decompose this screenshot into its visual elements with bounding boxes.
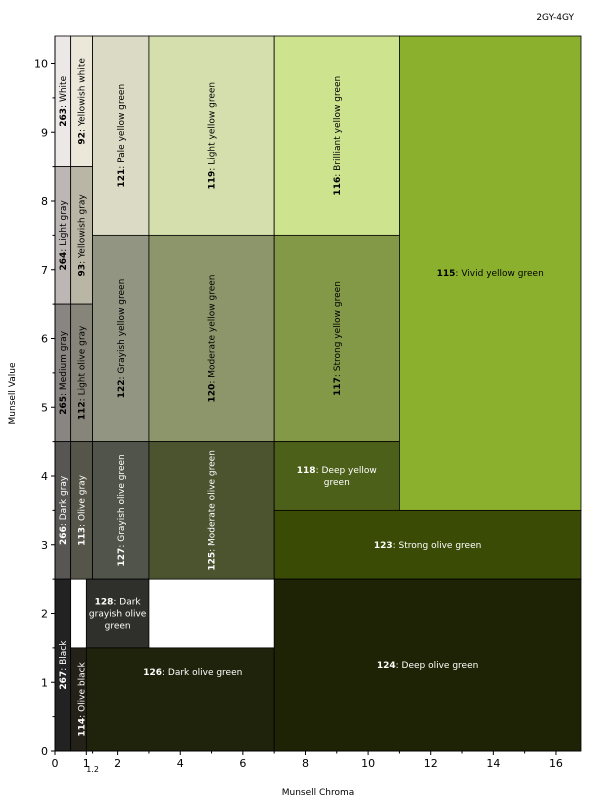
region-label: 118: Deep yellow green: [297, 466, 377, 488]
y-tick-label: 8: [41, 195, 48, 208]
region-label: 121: Pale yellow green: [117, 84, 127, 188]
region-263-white: 263: White: [54, 35, 72, 168]
y-tick-label: 7: [41, 264, 48, 277]
region-swatch: [273, 509, 582, 580]
region-124-deep-olive-green: 124: Deep olive green: [273, 578, 582, 752]
region-swatch: [85, 647, 275, 752]
region-265-medium-gray: 265: Medium gray: [54, 303, 72, 443]
region-swatch: [92, 35, 150, 236]
region-117-strong-yellow-green: 117: Strong yellow green: [273, 234, 400, 443]
region-label: 128: Dark grayish olive green: [89, 598, 147, 632]
region-93-yellowish-gray: 93: Yellowish gray: [70, 166, 93, 305]
x-tick-label: 2: [114, 757, 121, 770]
region-92-yellowish-white: 92: Yellowish white: [70, 35, 93, 168]
region-121-pale-yellow-green: 121: Pale yellow green: [92, 35, 150, 236]
hue-range-label: 2GY-4GY: [536, 13, 574, 23]
region-267-black: 267: Black: [54, 578, 72, 752]
x-tick-label: 8: [302, 757, 309, 770]
region-label: 116: Brilliant yellow green: [333, 76, 343, 196]
region-119-light-yellow-green: 119: Light yellow green: [148, 35, 275, 236]
region-swatch: [273, 578, 582, 752]
region-126-dark-olive-green: 126: Dark olive green: [85, 647, 275, 752]
region-label: 266: Dark gray: [59, 475, 69, 545]
region-swatch: [273, 35, 400, 236]
y-tick-label: 0: [41, 745, 48, 758]
region-113-olive-gray: 113: Olive gray: [70, 441, 93, 580]
region-label: 127: Grayish olive green: [117, 454, 127, 566]
region-swatch: [148, 35, 275, 236]
region-label: 117: Strong yellow green: [333, 281, 343, 396]
x-tick-label: 1: [83, 757, 90, 770]
region-118-deep-yellow-green: 118: Deep yellow green: [273, 441, 400, 511]
region-116-brilliant-yellow-green: 116: Brilliant yellow green: [273, 35, 400, 236]
region-label: 123: Strong olive green: [374, 541, 481, 551]
region-123-strong-olive-green: 123: Strong olive green: [273, 509, 582, 580]
region-label: 93: Yellowish gray: [78, 194, 88, 277]
region-swatch: [273, 441, 400, 511]
region-swatch: [273, 234, 400, 443]
region-127-grayish-olive-green: 127: Grayish olive green: [92, 441, 150, 580]
region-120-moderate-yellow-green: 120: Moderate yellow green: [148, 234, 275, 443]
y-tick-label: 2: [41, 608, 48, 621]
region-label: 267: Black: [59, 640, 69, 690]
region-125-moderate-olive-green: 125: Moderate olive green: [148, 441, 275, 580]
region-swatch: [148, 441, 275, 580]
region-label: 113: Olive gray: [78, 474, 88, 545]
color-regions: 263: White 92: Yellowish white 264: Light …: [54, 35, 582, 752]
y-tick-label: 1: [41, 676, 48, 689]
region-swatch: [92, 441, 150, 580]
region-swatch: [85, 578, 150, 649]
region-label: 92: Yellowish white: [78, 58, 88, 145]
region-264-light-gray: 264: Light gray: [54, 166, 72, 305]
y-axis-label: Munsell Value: [8, 362, 18, 424]
x-tick-label: 0: [52, 757, 59, 770]
x-tick-label: 6: [239, 757, 246, 770]
y-tick-label: 6: [41, 333, 48, 346]
region-266-dark-gray: 266: Dark gray: [54, 441, 72, 580]
x-tick-note: 1.2: [86, 765, 99, 774]
y-tick-label: 9: [41, 126, 48, 139]
region-label: 265: Medium gray: [59, 330, 69, 414]
region-label: 126: Dark olive green: [143, 668, 242, 678]
region-label: 263: White: [59, 75, 69, 126]
region-label: 264: Light gray: [59, 200, 69, 271]
y-tick-label: 10: [34, 58, 48, 71]
region-label: 120: Moderate yellow green: [208, 275, 218, 403]
region-label: 125: Moderate olive green: [208, 450, 218, 571]
x-axis-label: Munsell Chroma: [282, 788, 355, 798]
region-label: 114: Olive black: [78, 661, 88, 736]
region-swatch: [148, 234, 275, 443]
y-tick-label: 5: [41, 401, 48, 414]
region-115-vivid-yellow-green: 115: Vivid yellow green: [399, 35, 582, 511]
x-tick-label: 10: [361, 757, 375, 770]
y-tick-label: 3: [41, 539, 48, 552]
x-tick-label: 12: [424, 757, 438, 770]
region-122-grayish-yellow-green: 122: Grayish yellow green: [92, 234, 150, 443]
region-label: 119: Light yellow green: [208, 82, 218, 190]
region-label: 115: Vivid yellow green: [437, 269, 544, 279]
x-tick-label: 16: [549, 757, 563, 770]
x-tick-label: 14: [486, 757, 500, 770]
region-128-dark-grayish-olive-green: 128: Dark grayish olive green: [85, 578, 150, 649]
region-label: 124: Deep olive green: [377, 661, 479, 671]
y-tick-label: 4: [41, 470, 48, 483]
region-112-light-olive-gray: 112: Light olive gray: [70, 303, 93, 443]
x-tick-label: 4: [177, 757, 184, 770]
region-label: 112: Light olive gray: [78, 325, 88, 420]
region-swatch: [399, 35, 582, 511]
region-label: 122: Grayish yellow green: [117, 279, 127, 399]
